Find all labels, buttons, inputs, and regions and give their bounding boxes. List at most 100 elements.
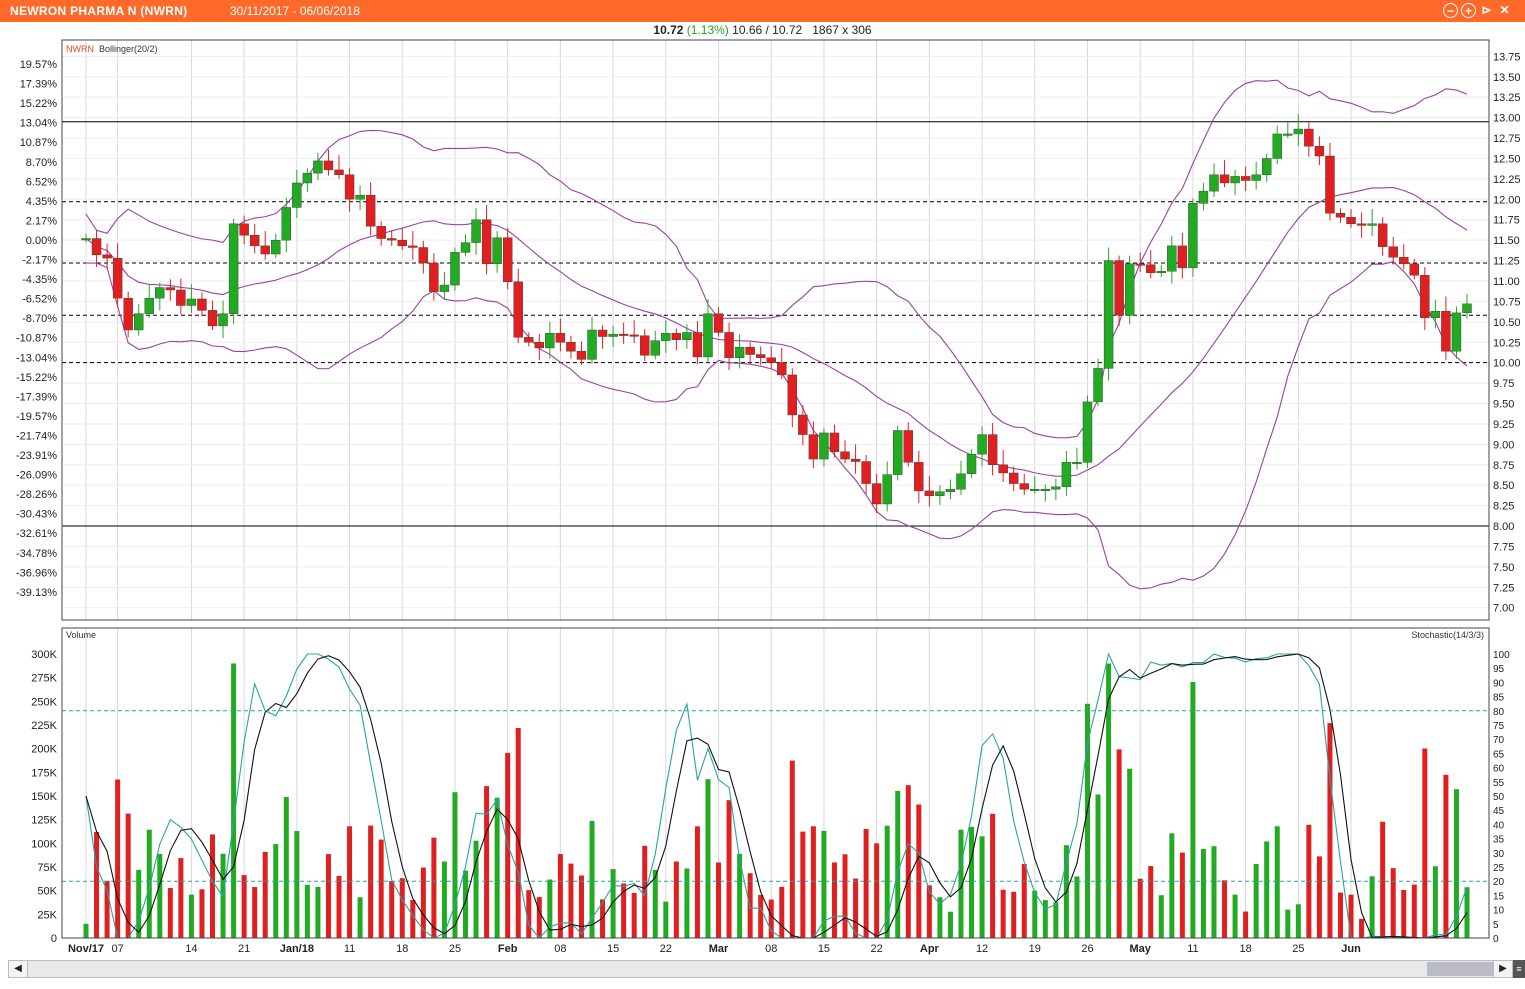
scroll-thumb[interactable] bbox=[1427, 962, 1493, 976]
volume-bar bbox=[631, 892, 637, 938]
candle bbox=[81, 238, 91, 241]
volume-bar bbox=[336, 875, 342, 938]
volume-bar bbox=[1274, 826, 1280, 938]
volume-bar bbox=[705, 779, 711, 938]
candle bbox=[924, 490, 935, 497]
volume-bar bbox=[768, 899, 774, 938]
volume-bar bbox=[283, 796, 289, 938]
x-tick-label: May bbox=[1129, 943, 1151, 955]
candle bbox=[249, 235, 260, 247]
volume-bar bbox=[874, 843, 880, 938]
title-bar: NEWRON PHARMA N (NWRN) 30/11/2017 - 06/0… bbox=[0, 0, 1525, 22]
minimize-icon[interactable]: − bbox=[1443, 3, 1458, 18]
volume-bar bbox=[399, 878, 405, 938]
candle bbox=[1462, 303, 1472, 314]
candle bbox=[197, 298, 207, 311]
volume-tick-label: 0 bbox=[51, 933, 57, 945]
bollinger-lower bbox=[86, 260, 1468, 590]
scroll-left-icon[interactable]: ◀ bbox=[9, 961, 28, 977]
pin-icon[interactable]: ⊳ bbox=[1481, 3, 1492, 17]
candle bbox=[819, 432, 829, 460]
horizontal-scrollbar[interactable]: ◀ ▶ bbox=[8, 960, 1513, 978]
volume-bar bbox=[231, 663, 237, 938]
volume-bar bbox=[578, 875, 584, 938]
stochastic-tick-label: 25 bbox=[1493, 863, 1505, 874]
panel-menu-icon[interactable]: ≡ bbox=[1513, 960, 1525, 978]
x-tick-label: Jun bbox=[1341, 943, 1361, 955]
stochastic-tick-label: 100 bbox=[1493, 650, 1510, 661]
volume-bar bbox=[104, 880, 110, 938]
price-tick-label: 8.75 bbox=[1493, 460, 1514, 472]
low-high: 10.66 / 10.72 bbox=[732, 23, 803, 37]
candle bbox=[850, 458, 861, 462]
stochastic-tick-label: 45 bbox=[1493, 806, 1505, 817]
candle bbox=[1388, 246, 1398, 258]
percent-tick-label: 2.17% bbox=[26, 215, 57, 227]
volume-tick-label: 175K bbox=[31, 767, 57, 779]
candle bbox=[1335, 212, 1346, 218]
volume-bar bbox=[146, 829, 152, 938]
candle bbox=[1040, 489, 1051, 491]
candle bbox=[1441, 311, 1451, 352]
candle bbox=[566, 342, 576, 352]
close-icon[interactable]: ✕ bbox=[1499, 3, 1510, 17]
candle bbox=[1367, 223, 1377, 226]
candle bbox=[1304, 128, 1314, 147]
candle bbox=[155, 287, 165, 299]
scroll-right-icon[interactable]: ▶ bbox=[1493, 961, 1512, 977]
percent-tick-label: -4.35% bbox=[22, 274, 57, 286]
x-tick-label: Feb bbox=[498, 943, 518, 955]
price-tick-label: 13.25 bbox=[1493, 92, 1521, 104]
candle bbox=[1061, 462, 1072, 488]
candle bbox=[1325, 155, 1335, 214]
volume-bar bbox=[1032, 890, 1038, 938]
percent-tick-label: -39.13% bbox=[16, 587, 57, 599]
stock-chart[interactable]: 7.00 7.25 7.50 7.75 8.00 8.25 8.50 8.75 9.00 9.25… bbox=[0, 38, 1525, 958]
stochastic-tick-label: 80 bbox=[1493, 707, 1505, 718]
volume-bar bbox=[1074, 876, 1080, 938]
volume-bar bbox=[1401, 889, 1407, 938]
volume-bar bbox=[1211, 846, 1217, 938]
x-tick-label: Jan/18 bbox=[280, 943, 314, 955]
percent-tick-label: -15.22% bbox=[16, 372, 57, 384]
volume-bar bbox=[1369, 876, 1375, 938]
candle bbox=[1146, 264, 1156, 274]
stochastic-tick-label: 40 bbox=[1493, 820, 1505, 831]
maximize-icon[interactable]: + bbox=[1461, 3, 1476, 18]
stochastic-tick-label: 0 bbox=[1493, 934, 1499, 945]
candle bbox=[513, 281, 523, 338]
candle bbox=[1219, 174, 1230, 184]
candle bbox=[1156, 270, 1166, 274]
volume-bar bbox=[94, 831, 100, 938]
x-tick-label: 08 bbox=[765, 943, 777, 955]
volume-bar bbox=[294, 831, 300, 938]
candle bbox=[1420, 275, 1430, 318]
x-tick-label: 26 bbox=[1081, 943, 1093, 955]
candle bbox=[460, 242, 471, 253]
volume-bar bbox=[431, 837, 437, 938]
percent-tick-label: -19.57% bbox=[16, 411, 57, 423]
volume-bar bbox=[1264, 841, 1270, 938]
candle bbox=[882, 474, 892, 505]
volume-bar bbox=[1422, 748, 1428, 938]
candle bbox=[555, 333, 566, 343]
candle bbox=[91, 238, 102, 256]
price-tick-label: 13.00 bbox=[1493, 113, 1521, 125]
volume-bar bbox=[157, 853, 163, 938]
percent-tick-label: -26.09% bbox=[16, 470, 57, 482]
volume-bar bbox=[357, 897, 363, 938]
candle bbox=[1283, 133, 1293, 136]
volume-bar bbox=[526, 890, 532, 938]
volume-bar bbox=[1179, 852, 1185, 938]
volume-bar bbox=[1295, 904, 1301, 938]
candle bbox=[1177, 245, 1188, 269]
price-tick-label: 10.50 bbox=[1493, 317, 1521, 329]
candle bbox=[766, 357, 776, 363]
candle bbox=[1451, 312, 1462, 352]
volume-bar bbox=[779, 886, 785, 938]
x-tick-label: 21 bbox=[238, 943, 250, 955]
volume-bar bbox=[125, 813, 131, 938]
x-tick-label: 18 bbox=[396, 943, 408, 955]
volume-bar bbox=[252, 887, 258, 938]
volume-tick-label: 275K bbox=[31, 673, 57, 685]
